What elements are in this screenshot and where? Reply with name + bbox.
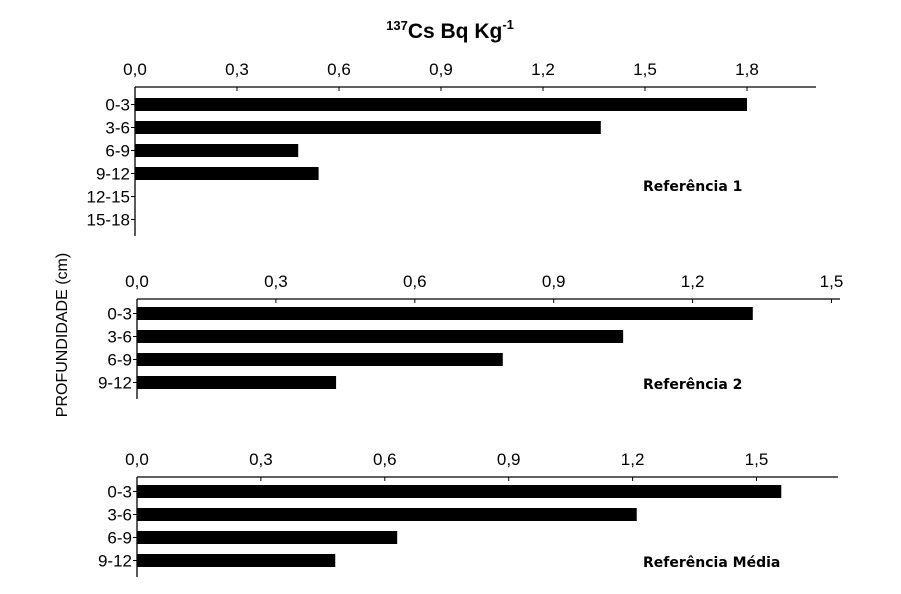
category-label: 9-12 <box>98 374 132 393</box>
bar <box>135 121 601 134</box>
category-label: 6-9 <box>107 351 132 370</box>
x-tick-label: 0,9 <box>429 60 453 79</box>
x-tick-label: 1,2 <box>621 450 645 469</box>
x-tick-label: 0,6 <box>403 272 427 291</box>
x-tick-label: 0,0 <box>123 60 147 79</box>
bar <box>137 554 336 567</box>
bar <box>135 167 319 180</box>
x-tick-label: 1,2 <box>531 60 555 79</box>
x-tick-label: 1,5 <box>633 60 657 79</box>
x-tick-label: 0,6 <box>327 60 351 79</box>
category-label: 6-9 <box>105 142 130 161</box>
bar <box>137 485 782 498</box>
y-axis-label: PROFUNDIDADE (cm) <box>54 253 71 417</box>
x-tick-label: 0,3 <box>249 450 273 469</box>
x-tick-label: 0,9 <box>542 272 566 291</box>
bar <box>137 531 398 544</box>
x-tick-label: 0,3 <box>264 272 288 291</box>
chart-title-isotope: 137 <box>386 18 408 33</box>
panel-label: Referência Média <box>643 555 780 571</box>
category-label: 3-6 <box>107 506 132 525</box>
category-label: 0-3 <box>105 96 130 115</box>
x-tick-label: 1,5 <box>820 272 844 291</box>
x-tick-label: 1,5 <box>745 450 769 469</box>
bar <box>135 98 747 111</box>
category-label: 3-6 <box>107 328 132 347</box>
panel-2: 0,0 0,3 0,6 0,9 1,2 1,5 0-3 3-6 6-9 9-12 Referênci… <box>98 272 843 399</box>
chart-panels: 0,0 0,3 0,6 0,9 1,2 1,5 1,8 0-3 3-6 6-9 9-12 12-15 1… <box>87 60 843 577</box>
category-label: 0-3 <box>107 483 132 502</box>
x-tick-label: 1,2 <box>681 272 705 291</box>
chart-title: 137Cs Bq Kg-1 <box>386 17 514 43</box>
category-label: 6-9 <box>107 529 132 548</box>
x-tick-label: 1,8 <box>735 60 759 79</box>
bar <box>137 376 337 389</box>
panel-1: 0,0 0,3 0,6 0,9 1,2 1,5 1,8 0-3 3-6 6-9 9-12 12-15 1… <box>87 60 816 236</box>
x-tick-label: 0,0 <box>125 272 149 291</box>
bar <box>137 330 624 343</box>
panel-label: Referência 1 <box>643 179 742 195</box>
bar <box>137 307 753 320</box>
chart-title-exponent: -1 <box>502 17 514 32</box>
x-tick-label: 0,9 <box>497 450 521 469</box>
category-label: 9-12 <box>96 165 130 184</box>
x-tick-label: 0,3 <box>225 60 249 79</box>
category-label: 15-18 <box>87 211 130 230</box>
category-label: 12-15 <box>87 188 130 207</box>
chart-title-unit: Cs Bq Kg <box>408 20 503 43</box>
bar <box>137 353 503 366</box>
bar <box>135 144 299 157</box>
category-label: 9-12 <box>98 552 132 571</box>
x-tick-label: 0,0 <box>125 450 149 469</box>
bar <box>137 508 637 521</box>
category-label: 0-3 <box>107 305 132 324</box>
x-tick-label: 0,6 <box>373 450 397 469</box>
panel-3: 0,0 0,3 0,6 0,9 1,2 1,5 0-3 3-6 6-9 9-12 Referênci… <box>98 450 838 577</box>
category-label: 3-6 <box>105 119 130 138</box>
panel-label: Referência 2 <box>643 377 742 393</box>
